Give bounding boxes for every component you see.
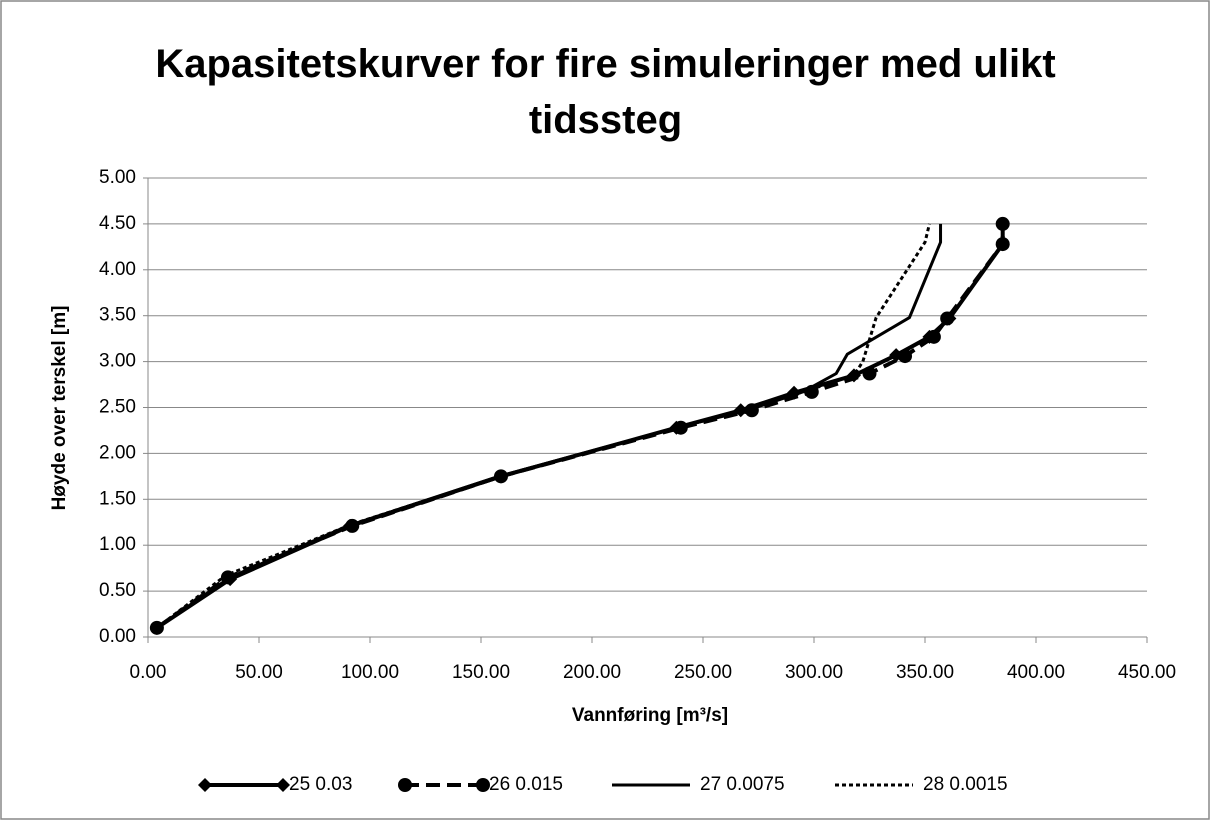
y-axis-title: Høyde over terskel [m] xyxy=(49,306,70,511)
y-tick-label: 4.00 xyxy=(99,259,136,280)
x-tick-label: 400.00 xyxy=(1007,662,1065,683)
x-axis-title: Vannføring [m³/s] xyxy=(572,705,728,726)
series-line xyxy=(155,223,931,630)
data-point xyxy=(940,311,955,326)
y-tick-label: 0.50 xyxy=(99,580,136,601)
y-tick-label: 1.00 xyxy=(99,534,136,555)
x-tick-label: 200.00 xyxy=(563,662,621,683)
data-point xyxy=(926,329,941,344)
legend-label: 28 0.0015 xyxy=(923,774,1008,795)
data-point xyxy=(898,349,913,364)
legend-label: 26 0.015 xyxy=(489,774,563,795)
legend-marker xyxy=(398,778,412,792)
legend-label: 27 0.0075 xyxy=(700,774,785,795)
y-tick-label: 4.50 xyxy=(99,213,136,234)
data-point xyxy=(995,237,1010,252)
x-tick-label: 50.00 xyxy=(235,662,283,683)
legend-marker xyxy=(476,778,490,792)
data-point xyxy=(995,216,1010,231)
chart-title: Kapasitetskurver for fire simuleringer m… xyxy=(155,42,1056,142)
y-tick-label: 1.50 xyxy=(99,488,136,509)
y-tick-label: 5.00 xyxy=(99,167,136,188)
y-tick-label: 2.00 xyxy=(99,442,136,463)
legend-label: 25 0.03 xyxy=(289,774,352,795)
x-tick-label: 350.00 xyxy=(896,662,954,683)
y-tick-label: 3.50 xyxy=(99,305,136,326)
legend-marker xyxy=(198,778,212,792)
y-tick-label: 0.00 xyxy=(99,626,136,647)
x-tick-label: 250.00 xyxy=(674,662,732,683)
x-tick-label: 0.00 xyxy=(130,662,167,683)
x-tick-label: 150.00 xyxy=(452,662,510,683)
y-tick-label: 3.00 xyxy=(99,351,136,372)
x-tick-label: 450.00 xyxy=(1118,662,1176,683)
x-tick-label: 100.00 xyxy=(341,662,399,683)
y-tick-label: 2.50 xyxy=(99,397,136,418)
data-point xyxy=(862,366,877,381)
x-tick-label: 300.00 xyxy=(785,662,843,683)
legend-marker xyxy=(276,778,290,792)
